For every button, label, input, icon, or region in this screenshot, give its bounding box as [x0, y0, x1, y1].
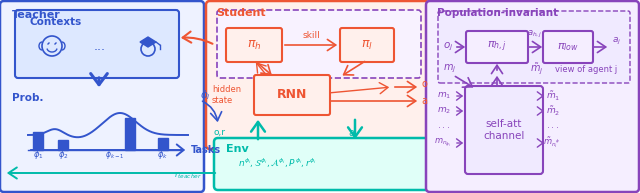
FancyBboxPatch shape — [254, 75, 330, 115]
Text: $\tilde{m}_{n_i^\phi}$: $\tilde{m}_{n_i^\phi}$ — [543, 135, 560, 151]
Polygon shape — [140, 37, 156, 47]
Text: $\tilde{m}_1$: $\tilde{m}_1$ — [546, 89, 561, 103]
Text: $a_j$: $a_j$ — [612, 36, 621, 47]
FancyBboxPatch shape — [15, 10, 179, 78]
Text: Prob.: Prob. — [12, 93, 44, 103]
Text: a: a — [421, 96, 427, 106]
Text: $m_{n_{\phi_i}}$: $m_{n_{\phi_i}}$ — [434, 137, 451, 149]
FancyBboxPatch shape — [438, 11, 630, 83]
Text: Contexts: Contexts — [30, 17, 83, 27]
Text: $a_{h,j}$: $a_{h,j}$ — [527, 29, 543, 40]
Text: $m_j$: $m_j$ — [443, 63, 456, 75]
Bar — [158, 138, 168, 150]
Text: $\phi_{k-1}$: $\phi_{k-1}$ — [105, 148, 125, 161]
Text: view of agent j: view of agent j — [555, 64, 617, 74]
Bar — [33, 132, 43, 150]
Text: ...: ... — [94, 40, 106, 52]
Text: $\tilde{m}_j$: $\tilde{m}_j$ — [530, 61, 543, 77]
Text: $\phi_k$: $\phi_k$ — [157, 148, 168, 161]
Text: Population-invariant: Population-invariant — [437, 8, 558, 18]
FancyBboxPatch shape — [226, 28, 282, 62]
Text: a: a — [348, 128, 354, 138]
Circle shape — [141, 42, 155, 56]
FancyBboxPatch shape — [0, 1, 204, 192]
Text: self-att
channel: self-att channel — [483, 119, 525, 141]
Text: Teacher: Teacher — [12, 10, 61, 20]
Text: o,r: o,r — [214, 129, 226, 137]
Text: $\pi_{low}$: $\pi_{low}$ — [557, 41, 579, 53]
Text: $\tilde{m}_2$: $\tilde{m}_2$ — [546, 104, 560, 118]
Text: $\pi_{h,j}$: $\pi_{h,j}$ — [487, 40, 507, 54]
Text: $...$: $...$ — [546, 122, 559, 130]
FancyBboxPatch shape — [426, 1, 639, 192]
Text: $m_2$: $m_2$ — [437, 106, 451, 116]
FancyBboxPatch shape — [543, 31, 593, 63]
Text: skill: skill — [302, 31, 320, 40]
Text: $\pi_h$: $\pi_h$ — [247, 38, 261, 52]
FancyBboxPatch shape — [214, 138, 434, 190]
FancyBboxPatch shape — [217, 10, 421, 78]
Text: $n^{\phi_i}, \mathcal{S}^{\phi_i}, \mathcal{A}^{\phi_i}, P^{\phi_i}, r^{\phi_i}$: $n^{\phi_i}, \mathcal{S}^{\phi_i}, \math… — [238, 156, 317, 170]
FancyBboxPatch shape — [206, 1, 429, 149]
Text: o: o — [421, 79, 427, 89]
Text: $o_j$: $o_j$ — [443, 41, 453, 53]
Text: Student: Student — [216, 8, 266, 18]
Text: $\pi_l$: $\pi_l$ — [361, 38, 373, 52]
FancyBboxPatch shape — [340, 28, 394, 62]
Text: $m_1$: $m_1$ — [437, 91, 451, 101]
Text: Tasks: Tasks — [191, 145, 221, 155]
Text: hidden
state: hidden state — [212, 85, 241, 105]
Circle shape — [42, 36, 62, 56]
Text: $\phi_2$: $\phi_2$ — [58, 148, 68, 161]
Text: $\phi_1$: $\phi_1$ — [33, 148, 44, 161]
Text: RNN: RNN — [277, 89, 307, 102]
FancyBboxPatch shape — [466, 31, 528, 63]
Bar — [125, 118, 135, 150]
Text: Env: Env — [226, 144, 249, 154]
Text: $r_{teacher}$: $r_{teacher}$ — [174, 169, 202, 181]
Bar — [58, 140, 68, 150]
Text: $...$: $...$ — [437, 122, 450, 130]
FancyBboxPatch shape — [465, 86, 543, 174]
Text: $\phi_i$: $\phi_i$ — [200, 88, 211, 102]
